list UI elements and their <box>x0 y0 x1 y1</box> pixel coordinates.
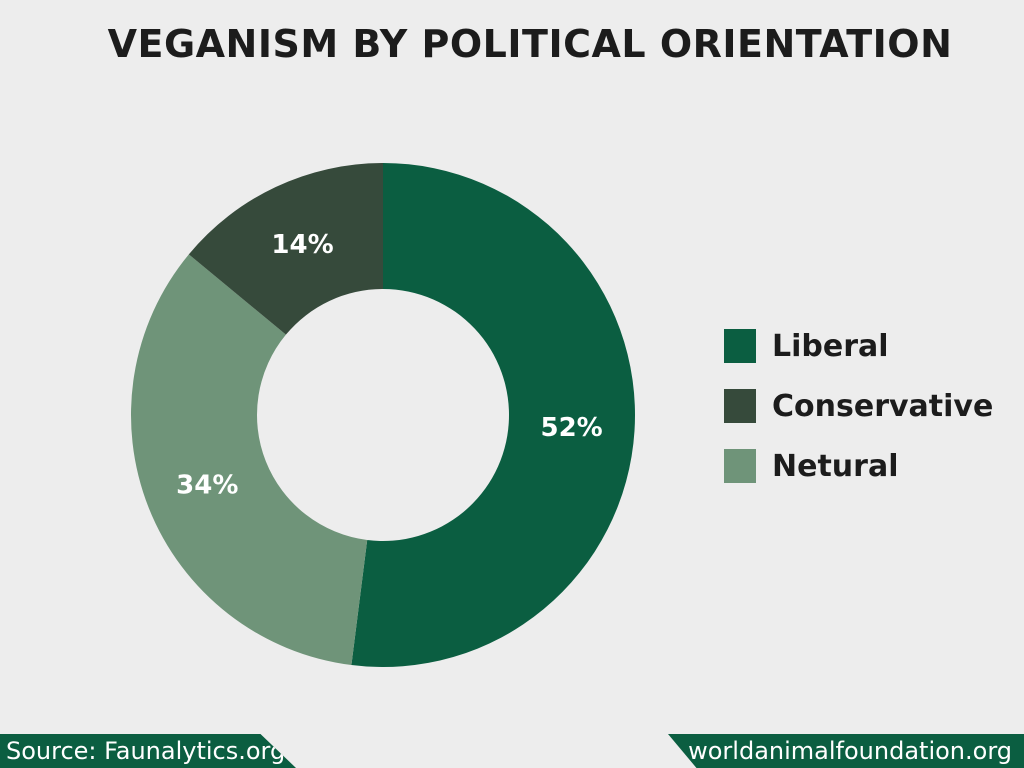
legend-item-neutral: Netural <box>724 436 993 496</box>
slice-label-neutral: 34% <box>176 471 238 501</box>
site-footer: worldanimalfoundation.org <box>668 734 1024 768</box>
legend-swatch-neutral <box>724 449 756 483</box>
slice-label-liberal: 52% <box>541 413 603 443</box>
slice-conservative <box>188 163 383 335</box>
slice-liberal <box>351 163 636 667</box>
chart-title: VEGANISM BY POLITICAL ORIENTATION <box>107 22 953 66</box>
legend-label-liberal: Liberal <box>772 328 889 364</box>
legend-swatch-conservative <box>724 389 756 423</box>
legend-item-liberal: Liberal <box>724 316 993 376</box>
slice-label-conservative: 14% <box>271 230 333 260</box>
legend-label-conservative: Conservative <box>772 388 994 424</box>
legend-label-neutral: Netural <box>772 448 899 484</box>
legend-item-conservative: Conservative <box>724 376 993 436</box>
legend-swatch-liberal <box>724 329 756 363</box>
source-footer: Source: Faunalytics.org <box>0 734 296 768</box>
slice-neutral <box>131 254 368 666</box>
legend: Liberal Conservative Netural <box>724 316 993 496</box>
